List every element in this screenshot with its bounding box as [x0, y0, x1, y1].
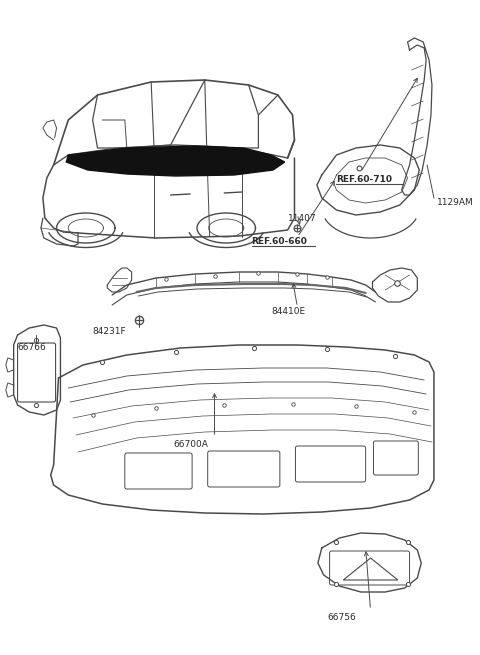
- Text: 1129AM: 1129AM: [437, 198, 474, 207]
- Text: 84231F: 84231F: [93, 327, 126, 336]
- Text: 66766: 66766: [18, 343, 46, 352]
- Text: REF.60-710: REF.60-710: [336, 175, 393, 184]
- Text: 66756: 66756: [328, 613, 356, 622]
- Text: REF.60-660: REF.60-660: [252, 237, 308, 246]
- Polygon shape: [66, 146, 285, 176]
- Text: 11407: 11407: [288, 214, 316, 223]
- Text: 66700A: 66700A: [174, 440, 208, 449]
- Text: 84410E: 84410E: [271, 307, 305, 316]
